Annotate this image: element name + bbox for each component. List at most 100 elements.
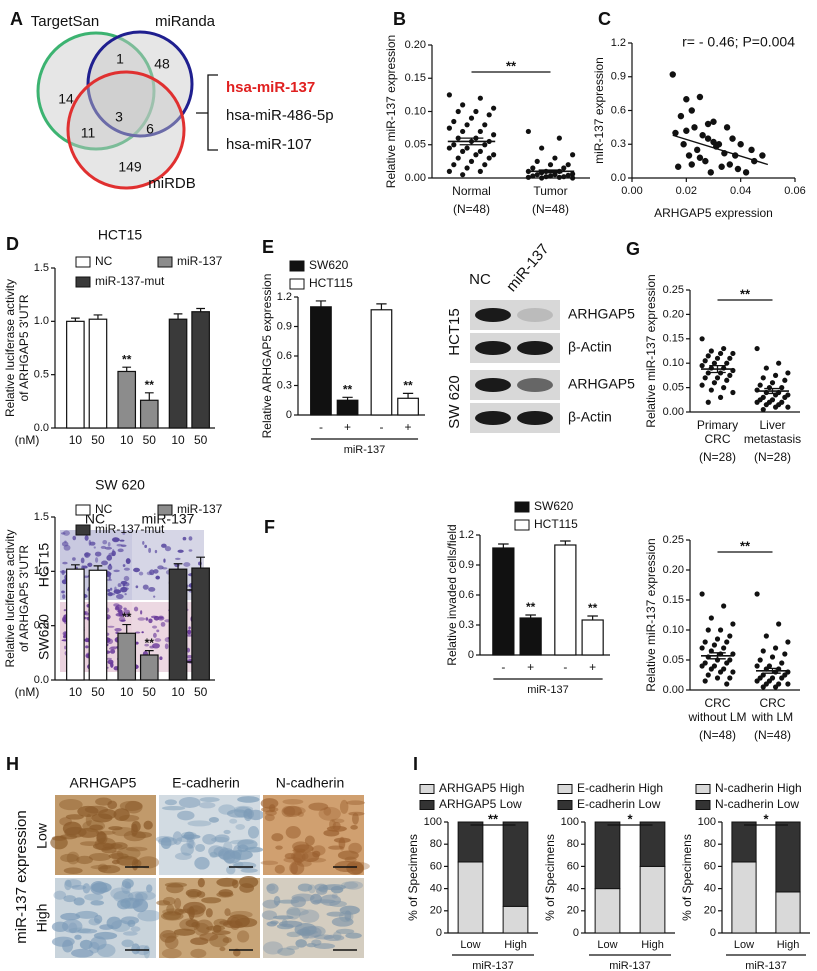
cell xyxy=(145,617,149,621)
tissue xyxy=(84,893,104,901)
y-tick-label: 0.10 xyxy=(405,105,426,117)
cell xyxy=(122,564,126,567)
y-tick-label: 1.2 xyxy=(277,291,292,303)
tissue xyxy=(326,911,345,917)
dot xyxy=(772,684,779,690)
point xyxy=(702,157,709,165)
cell xyxy=(174,557,181,560)
tissue xyxy=(322,884,347,891)
y-tick-label: 0.6 xyxy=(459,589,474,601)
x-tick-label: 10 xyxy=(171,685,185,699)
tissue xyxy=(331,916,354,927)
dot xyxy=(705,370,711,376)
cell xyxy=(153,595,156,598)
tissue xyxy=(59,799,83,811)
y-tick-label: 0.3 xyxy=(459,619,474,631)
y-tick-label: 1.2 xyxy=(459,529,474,541)
tissue xyxy=(180,843,194,856)
dot xyxy=(724,639,730,645)
x-tick-label: 50 xyxy=(143,433,157,447)
tissue xyxy=(230,839,254,845)
x-tick-label: 0.00 xyxy=(621,185,642,197)
cell xyxy=(109,587,113,591)
tissue xyxy=(264,814,275,822)
point xyxy=(699,132,706,139)
tissue xyxy=(161,806,186,811)
dot xyxy=(699,363,705,369)
tissue xyxy=(333,837,351,843)
dot xyxy=(708,387,714,393)
dot xyxy=(699,591,705,597)
dot xyxy=(446,92,452,98)
y-tick-label: 40 xyxy=(430,883,442,895)
y-tick-label: 80 xyxy=(567,838,579,850)
tissue xyxy=(286,931,302,938)
y-tick-label: 20 xyxy=(704,905,716,917)
cell xyxy=(123,609,131,614)
dot xyxy=(769,380,776,386)
tissue xyxy=(119,814,140,822)
dot xyxy=(760,375,766,381)
tissue xyxy=(283,805,302,817)
y-tick-label: 0.20 xyxy=(663,564,684,576)
error-bar xyxy=(315,300,327,307)
tissue xyxy=(161,948,182,959)
tissue xyxy=(309,893,322,905)
y-tick-label: 0.6 xyxy=(277,350,292,362)
blot-cell-label: HCT15 xyxy=(446,308,463,356)
dot xyxy=(477,95,483,101)
mirna-name: hsa-miR-107 xyxy=(226,136,312,153)
venn-count: 149 xyxy=(118,159,142,175)
y-tick-label: 0.5 xyxy=(34,620,49,632)
dot xyxy=(727,633,733,639)
tissue xyxy=(68,922,78,934)
image-column-label: N-cadherin xyxy=(276,775,344,791)
x-tick-label: 10 xyxy=(120,685,134,699)
dot xyxy=(754,663,760,669)
legend-label: miR-137 xyxy=(177,502,223,516)
tissue xyxy=(323,806,332,816)
x-tick-label: + xyxy=(589,660,596,674)
cell xyxy=(62,594,66,599)
tissue xyxy=(281,919,288,927)
legend-label: NC xyxy=(95,254,113,268)
cell xyxy=(148,547,152,553)
y-tick-label: 1.0 xyxy=(34,315,49,327)
dot xyxy=(482,142,488,148)
dot xyxy=(464,145,470,151)
tissue xyxy=(113,808,130,821)
sig-label: ** xyxy=(506,58,517,73)
tissue xyxy=(219,946,226,952)
tissue xyxy=(131,823,138,837)
legend-swatch xyxy=(514,519,530,531)
x-unit-label: (nM) xyxy=(15,685,40,699)
tissue xyxy=(201,897,222,904)
cell xyxy=(125,558,131,564)
x-tick-label: 50 xyxy=(194,433,208,447)
error-bar xyxy=(764,667,781,674)
error-bar xyxy=(376,303,387,310)
venn-set-label: TargetSan xyxy=(31,13,99,30)
y-tick-label: 100 xyxy=(424,816,442,828)
y-tick-label: 80 xyxy=(704,838,716,850)
y-tick-label: 1.5 xyxy=(34,262,49,274)
dot xyxy=(717,669,724,675)
tissue xyxy=(214,834,230,843)
x-tick-label: High xyxy=(504,939,527,951)
point xyxy=(707,169,714,176)
tissue xyxy=(236,930,250,943)
band-label: ARHGAP5 xyxy=(568,306,635,322)
tissue xyxy=(63,867,83,874)
y-tick-label: 100 xyxy=(561,816,579,828)
bar-segment xyxy=(457,861,484,934)
dot xyxy=(757,657,763,663)
blot-column-label: NC xyxy=(469,271,491,288)
blot-band xyxy=(517,378,553,392)
tissue xyxy=(181,834,201,840)
sig-label: ** xyxy=(740,538,751,553)
dot xyxy=(721,603,727,609)
cell xyxy=(116,543,123,547)
tissue xyxy=(260,798,279,809)
cell xyxy=(133,567,140,573)
tissue xyxy=(345,932,362,939)
